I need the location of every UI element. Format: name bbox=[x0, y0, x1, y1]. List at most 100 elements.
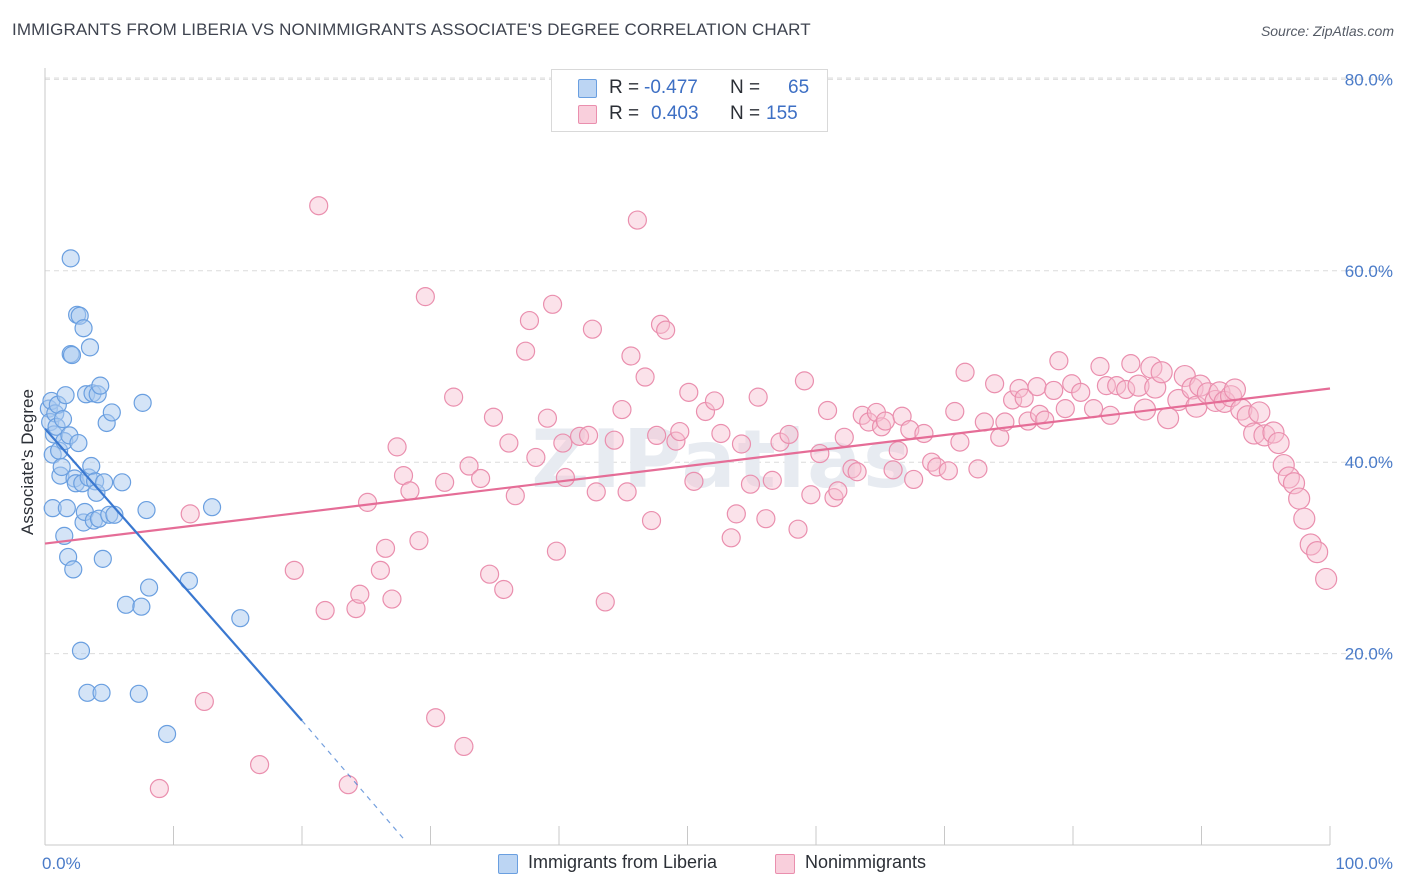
n-value: 65 bbox=[788, 77, 810, 98]
nonimmigrants-point bbox=[1049, 351, 1069, 371]
nonimmigrants-point bbox=[194, 691, 214, 712]
r-value: -0.477 bbox=[644, 77, 698, 98]
liberia-point bbox=[92, 683, 111, 702]
r-label: R = bbox=[609, 77, 640, 98]
liberia-point bbox=[71, 641, 91, 660]
nonimmigrants-point bbox=[875, 411, 895, 431]
source-label: Source: ZipAtlas.com bbox=[1260, 23, 1394, 39]
nonimmigrants-point bbox=[483, 407, 504, 427]
stats-legend: R = -0.477 N = 65 R = 0.403 N = 155 bbox=[551, 69, 828, 132]
nonimmigrants-point bbox=[938, 461, 958, 481]
nonimmigrants-point bbox=[985, 374, 1005, 394]
nonimmigrants-point bbox=[415, 287, 435, 307]
liberia-point bbox=[57, 499, 76, 518]
nonimmigrants-point bbox=[249, 755, 270, 775]
liberia-point bbox=[52, 457, 71, 477]
nonimmigrants-point bbox=[542, 294, 563, 314]
nonimmigrants-point bbox=[888, 441, 908, 461]
nonimmigrants-point bbox=[604, 430, 624, 450]
nonimmigrants-legend-swatch bbox=[775, 854, 795, 874]
nonimmigrants-point bbox=[1071, 382, 1091, 402]
nonimmigrants-point bbox=[499, 433, 519, 453]
nonimmigrants-point bbox=[426, 708, 446, 728]
liberia-point bbox=[129, 684, 148, 703]
nonimmigrants-point bbox=[555, 467, 576, 488]
liberia-point bbox=[116, 595, 136, 614]
nonimmigrants-point bbox=[471, 468, 491, 489]
y-tick-label: 60.0% bbox=[1345, 262, 1393, 281]
nonimmigrants-point bbox=[617, 482, 637, 502]
liberia-point bbox=[93, 549, 112, 568]
nonimmigrants-point bbox=[1315, 567, 1338, 591]
nonimmigrants-point bbox=[1272, 453, 1295, 477]
y-tick-label: 40.0% bbox=[1345, 453, 1393, 472]
x-tick-label: 100.0% bbox=[1335, 854, 1393, 873]
liberia-point bbox=[61, 249, 80, 268]
nonimmigrants-point bbox=[656, 320, 676, 340]
nonimmigrants-point bbox=[859, 412, 879, 432]
legend-item-liberia: Immigrants from Liberia bbox=[498, 852, 758, 876]
nonimmigrants-point bbox=[387, 437, 407, 457]
nonimmigrants-point bbox=[684, 471, 704, 491]
liberia-point bbox=[62, 345, 82, 365]
r-label: R = bbox=[609, 103, 640, 124]
nonimmigrants-point bbox=[537, 408, 558, 428]
nonimmigrants-point bbox=[1096, 376, 1117, 396]
liberia-point bbox=[139, 578, 159, 597]
nonimmigrants-point bbox=[505, 486, 525, 506]
nonimmigrants-point bbox=[847, 462, 867, 482]
legend-label: Immigrants from Liberia bbox=[528, 852, 718, 872]
nonimmigrants-point bbox=[400, 481, 420, 501]
nonimmigrants-point bbox=[1156, 407, 1180, 430]
nonimmigrants-point bbox=[357, 492, 378, 512]
liberia-point bbox=[69, 433, 88, 453]
nonimmigrants-point bbox=[1116, 379, 1136, 400]
nonimmigrants-point bbox=[370, 560, 390, 580]
nonimmigrants-point bbox=[704, 391, 725, 411]
nonimmigrants-point bbox=[586, 482, 606, 502]
nonimmigrants-point bbox=[149, 778, 169, 799]
nonimmigrants-point bbox=[670, 421, 690, 442]
liberia-point bbox=[74, 319, 93, 338]
nonimmigrants-point bbox=[309, 196, 329, 216]
nonimmigrants-point bbox=[945, 401, 965, 422]
nonimmigrants-point bbox=[914, 423, 934, 444]
nonimmigrants-points bbox=[149, 196, 1338, 799]
nonimmigrants-point bbox=[582, 319, 603, 339]
legend-item-nonimmigrants: Nonimmigrants bbox=[775, 852, 975, 876]
nonimmigrants-point bbox=[595, 592, 615, 612]
liberia-point bbox=[137, 500, 156, 520]
nonimmigrants-point bbox=[756, 509, 776, 529]
nonimmigrants-point bbox=[284, 560, 304, 580]
nonimmigrants-point bbox=[842, 459, 862, 479]
liberia-swatch bbox=[578, 79, 597, 98]
nonimmigrants-point bbox=[1150, 361, 1173, 384]
nonimmigrants-point bbox=[553, 433, 573, 453]
nonimmigrants-point bbox=[350, 584, 370, 604]
liberia-legend-swatch bbox=[498, 854, 518, 874]
chart-title: IMMIGRANTS FROM LIBERIA VS NONIMMIGRANTS… bbox=[12, 20, 811, 39]
nonimmigrants-point bbox=[828, 481, 848, 501]
nonimmigrants-point bbox=[627, 210, 647, 230]
nonimmigrants-point bbox=[740, 474, 761, 494]
liberia-point bbox=[157, 724, 177, 744]
nonimmigrants-point bbox=[974, 412, 994, 432]
liberia-trend-extension bbox=[301, 720, 406, 841]
liberia-point bbox=[102, 403, 121, 422]
nonimmigrants-point bbox=[1090, 356, 1110, 377]
nonimmigrants-point bbox=[711, 423, 731, 444]
nonimmigrants-point bbox=[883, 460, 903, 480]
nonimmigrants-point bbox=[801, 485, 821, 505]
nonimmigrants-point bbox=[494, 579, 514, 600]
x-tick-label: 0.0% bbox=[42, 854, 81, 873]
nonimmigrants-point bbox=[647, 425, 667, 446]
nonimmigrants-point bbox=[666, 431, 686, 451]
nonimmigrants-point bbox=[1121, 354, 1141, 374]
nonimmigrants-point bbox=[1253, 424, 1276, 447]
liberia-point bbox=[64, 560, 83, 579]
nonimmigrants-point bbox=[454, 736, 474, 757]
gridlines bbox=[45, 77, 1395, 655]
nonimmigrants-point bbox=[1035, 410, 1055, 430]
nonimmigrants-point bbox=[1288, 487, 1311, 510]
